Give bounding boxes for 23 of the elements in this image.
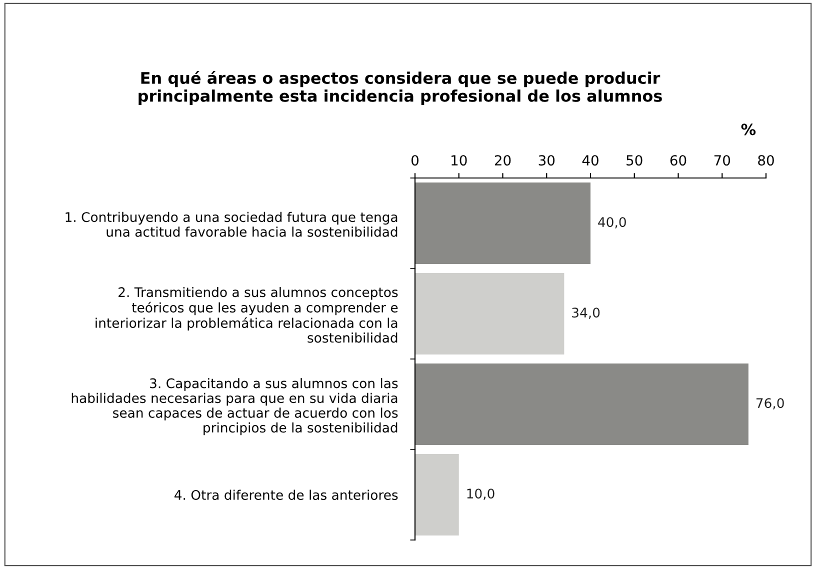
bar [415, 364, 748, 445]
data-label: 34,0 [572, 308, 600, 319]
y-tick-label: 4. Otra diferente de las anteriores [174, 490, 398, 500]
bar [415, 182, 590, 264]
x-tick-label: 0 [411, 155, 418, 166]
y-tick-label: 2. Transmitiendo a sus alumnos conceptos teóricos que les ayuden a comprender e interiorizar la problemática relacionada con la sostenibilidad [96, 286, 398, 343]
y-tick-label: 3. Capacitando a sus alumnos con las habilidades necesarias para que en su vida diaria sean capaces de actuar de acuerdo con los principios de la sostenibilidad [72, 378, 398, 436]
x-tick-label: 30 [538, 155, 555, 166]
x-tick-label: 50 [626, 155, 642, 166]
data-label: 76,0 [756, 398, 784, 410]
bar [415, 454, 459, 536]
chart-title: En qué áreas o aspectos considera que se puede producir principalmente esta incidencia profesional de los alumnos [138, 71, 662, 105]
x-tick-label: 60 [670, 155, 686, 166]
data-label: 40,0 [598, 217, 626, 228]
bar [415, 273, 564, 354]
x-axis-title: % [741, 124, 756, 136]
x-tick-label: 40 [582, 155, 598, 166]
data-label: 10,0 [467, 488, 494, 500]
x-tick-label: 10 [452, 155, 467, 166]
x-tick-label: 70 [714, 155, 730, 166]
y-tick-label: 1. Contribuyendo a una sociedad futura que tenga una actitud favorable hacia la sostenibilidad [66, 212, 398, 237]
x-tick-label: 80 [758, 155, 774, 166]
x-tick-label: 20 [494, 155, 511, 166]
